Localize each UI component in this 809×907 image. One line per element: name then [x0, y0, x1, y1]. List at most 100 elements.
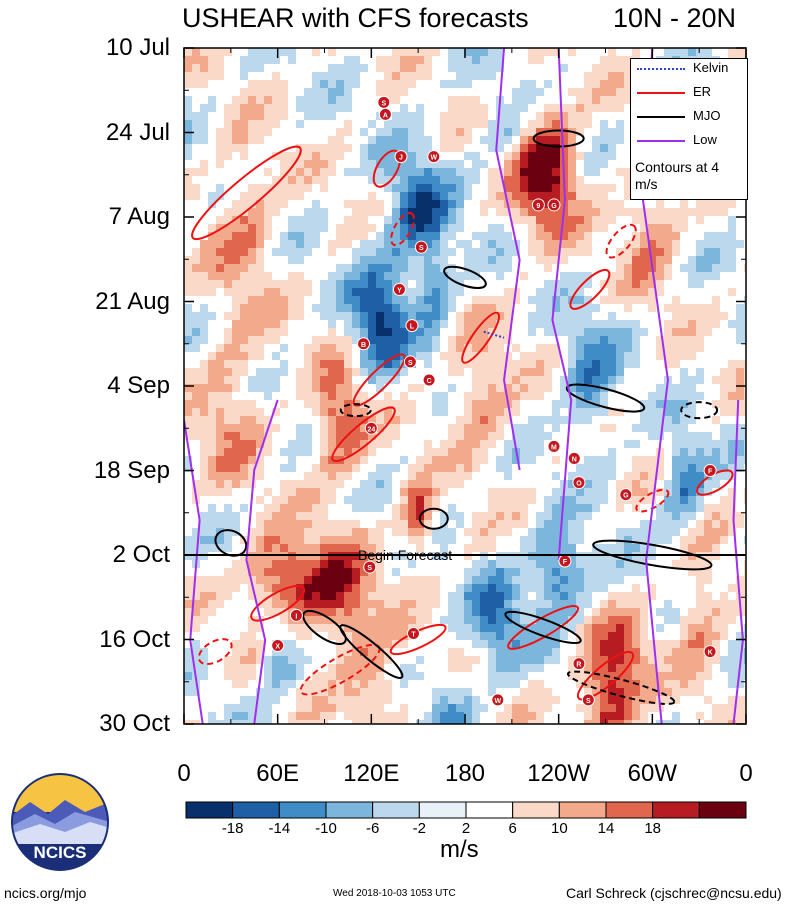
field-cell	[512, 320, 521, 329]
field-cell	[488, 584, 497, 593]
field-cell	[552, 208, 561, 217]
field-cell	[624, 512, 633, 521]
field-cell	[312, 104, 321, 113]
field-cell	[600, 568, 609, 577]
field-cell	[592, 232, 601, 241]
field-cell	[248, 128, 257, 137]
field-cell	[336, 136, 345, 145]
field-cell	[312, 384, 321, 393]
field-cell	[384, 600, 393, 609]
field-cell	[688, 424, 697, 433]
field-cell	[432, 560, 441, 569]
field-cell	[200, 528, 209, 537]
field-cell	[464, 80, 473, 89]
field-cell	[472, 224, 481, 233]
field-cell	[704, 320, 713, 329]
field-cell	[552, 128, 561, 137]
field-cell	[400, 56, 409, 65]
field-cell	[352, 88, 361, 97]
field-cell	[272, 320, 281, 329]
field-cell	[744, 488, 746, 497]
field-cell	[288, 328, 297, 337]
field-cell	[360, 208, 369, 217]
field-cell	[216, 160, 225, 169]
field-cell	[256, 208, 265, 217]
field-cell	[616, 120, 625, 129]
field-cell	[584, 400, 593, 409]
field-cell	[456, 288, 465, 297]
field-cell	[616, 512, 625, 521]
field-cell	[488, 200, 497, 209]
field-cell	[328, 528, 337, 537]
field-cell	[568, 176, 577, 185]
field-cell	[616, 176, 625, 185]
field-cell	[688, 536, 697, 545]
field-cell	[248, 440, 257, 449]
field-cell	[560, 272, 569, 281]
field-cell	[624, 176, 633, 185]
field-cell	[520, 400, 529, 409]
field-cell	[200, 304, 209, 313]
field-cell	[512, 392, 521, 401]
field-cell	[520, 160, 529, 169]
field-cell	[696, 568, 705, 577]
field-cell	[720, 400, 729, 409]
field-cell	[184, 504, 193, 513]
field-cell	[216, 120, 225, 129]
field-cell	[448, 392, 457, 401]
field-cell	[608, 264, 617, 273]
field-cell	[336, 280, 345, 289]
field-cell	[744, 560, 746, 569]
field-cell	[352, 504, 361, 513]
field-cell	[656, 344, 665, 353]
field-cell	[520, 192, 529, 201]
field-cell	[280, 336, 289, 345]
field-cell	[328, 264, 337, 273]
field-cell	[264, 152, 273, 161]
field-cell	[184, 88, 193, 97]
field-cell	[560, 56, 569, 65]
field-cell	[408, 384, 417, 393]
field-cell	[648, 536, 657, 545]
field-cell	[720, 328, 729, 337]
field-cell	[288, 184, 297, 193]
field-cell	[480, 464, 489, 473]
field-cell	[672, 432, 681, 441]
field-cell	[672, 424, 681, 433]
field-cell	[256, 296, 265, 305]
field-cell	[296, 344, 305, 353]
field-cell	[600, 128, 609, 137]
field-cell	[208, 312, 217, 321]
field-cell	[496, 112, 505, 121]
field-cell	[512, 528, 521, 537]
field-cell	[704, 288, 713, 297]
field-cell	[600, 104, 609, 113]
field-cell	[512, 360, 521, 369]
field-cell	[648, 432, 657, 441]
field-cell	[624, 472, 633, 481]
field-cell	[592, 272, 601, 281]
field-cell	[272, 280, 281, 289]
field-cell	[240, 64, 249, 73]
field-cell	[240, 520, 249, 529]
field-cell	[240, 544, 249, 553]
field-cell	[688, 560, 697, 569]
field-cell	[416, 376, 425, 385]
field-cell	[696, 312, 705, 321]
field-cell	[440, 160, 449, 169]
field-cell	[600, 48, 609, 57]
field-cell	[512, 416, 521, 425]
field-cell	[336, 224, 345, 233]
field-cell	[336, 296, 345, 305]
field-cell	[560, 504, 569, 513]
field-cell	[416, 184, 425, 193]
field-cell	[496, 352, 505, 361]
field-cell	[648, 296, 657, 305]
field-cell	[736, 360, 745, 369]
field-cell	[248, 464, 257, 473]
field-cell	[528, 280, 537, 289]
field-cell	[272, 536, 281, 545]
field-cell	[512, 464, 521, 473]
field-cell	[408, 160, 417, 169]
field-cell	[296, 416, 305, 425]
